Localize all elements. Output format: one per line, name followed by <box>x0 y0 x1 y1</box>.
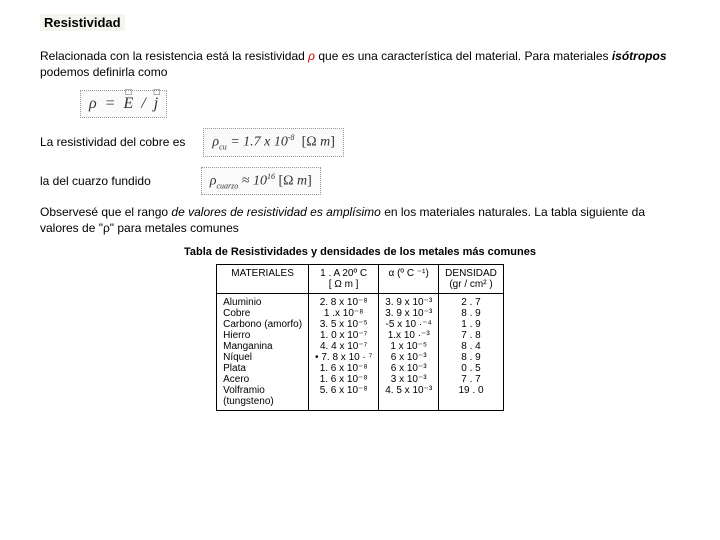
obs-em: de valores de resistividad es amplísimo <box>171 205 380 219</box>
equation-copper: ρcu = 1.7 x 10-8 [Ω m] <box>203 128 344 156</box>
intro-paragraph: Relacionada con la resistencia está la r… <box>40 49 680 80</box>
quartz-label: la del cuarzo fundido <box>40 174 151 188</box>
intro-text-c: podemos definirla como <box>40 65 167 79</box>
copper-label: La resistividad del cobre es <box>40 135 185 149</box>
table-header-row: MATERIALES 1 . A 20º C [ Ω m ] α (º C ⁻¹… <box>217 265 504 294</box>
page-title: Resistividad <box>40 14 125 31</box>
intro-text-a: Relacionada con la resistencia está la r… <box>40 49 308 63</box>
equation-quartz: ρcuarzo ≈ 1016 [Ω m] <box>201 167 321 195</box>
table-row: AluminioCobreCarbono (amorfo)HierroManga… <box>217 294 504 411</box>
table-title: Tabla de Resistividades y densidades de … <box>40 246 680 258</box>
observation-paragraph: Observesé que el rango de valores de res… <box>40 205 680 236</box>
rho-symbol: ρ <box>308 49 315 63</box>
header-density: DENSIDAD (gr / cm² ) <box>439 265 504 294</box>
resistivity-table: MATERIALES 1 . A 20º C [ Ω m ] α (º C ⁻¹… <box>216 264 504 411</box>
obs-a: Observesé que el rango <box>40 205 171 219</box>
header-rho: 1 . A 20º C [ Ω m ] <box>309 265 379 294</box>
isotropos-word: isótropos <box>612 49 667 63</box>
equation-main: ρ = E□ / j□ <box>80 90 167 118</box>
header-alpha: α (º C ⁻¹) <box>379 265 439 294</box>
intro-text-b: que es una característica del material. … <box>315 49 612 63</box>
header-materials: MATERIALES <box>217 265 309 294</box>
